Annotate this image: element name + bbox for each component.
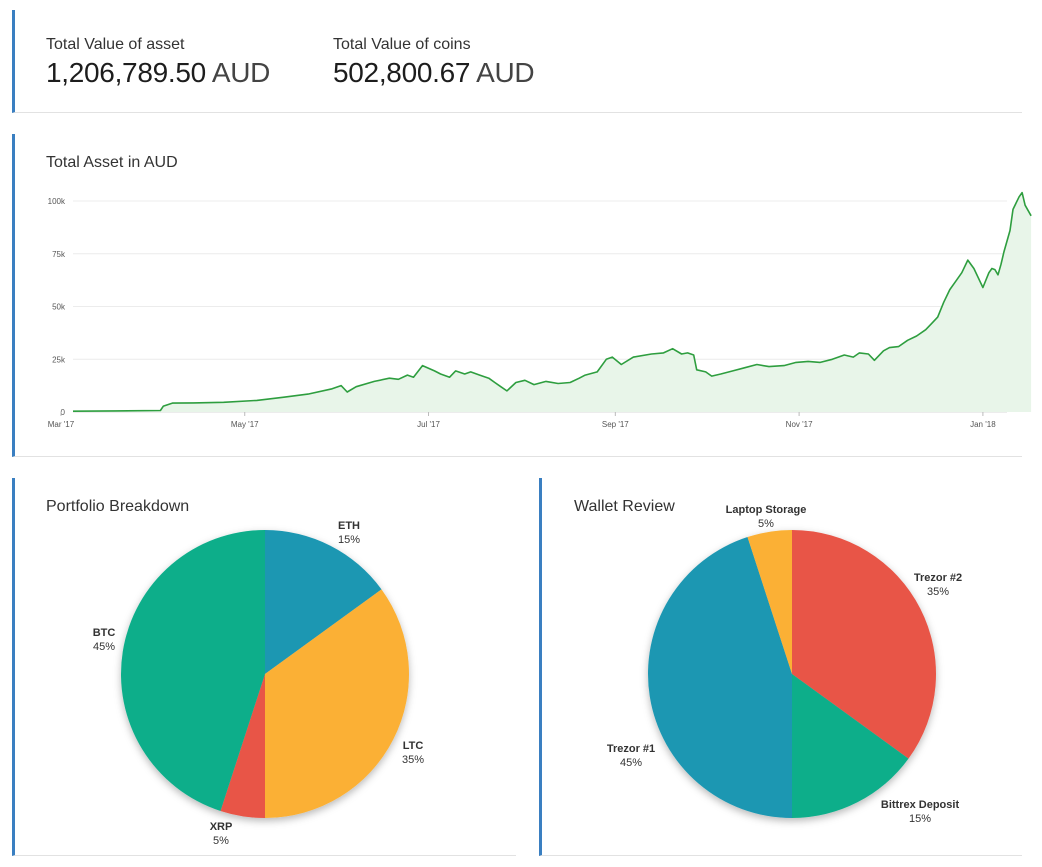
pie-value-label: 5% (213, 835, 229, 847)
totals-card: Total Value of asset 1,206,789.50 AUD Tot… (12, 10, 1022, 113)
total-coins-unit: AUD (476, 57, 535, 88)
asset-line-chart[interactable]: 0 25k 50k 75k 100k Mar '17 May '17 Jul '17 Sep '… (15, 134, 1032, 456)
asset-area-fill (73, 192, 1032, 412)
asset-series-line[interactable] (72, 191, 1032, 412)
pie-label: Laptop Storage (726, 504, 807, 516)
pie-slice-trezor-1[interactable] (648, 537, 792, 818)
y-tick-label: 25k (52, 355, 66, 364)
asset-chart-card: Total Asset in AUD 0 25k 50k 75k 100k Mar '17… (12, 134, 1032, 457)
pie-slice-ltc[interactable] (265, 589, 410, 818)
total-asset-unit: AUD (211, 57, 271, 88)
portfolio-pie-chart[interactable]: ETH 15% LTC 35% XRP 5% BTC 45% (15, 478, 516, 855)
pie-slice-xrp[interactable] (220, 674, 266, 818)
y-tick-label: 100k (48, 197, 66, 206)
pie-slice-eth[interactable] (265, 530, 382, 674)
pie-label: BTC (93, 627, 116, 639)
x-tick-label: Nov '17 (786, 420, 813, 429)
y-tick-label: 75k (52, 250, 66, 259)
pie-label: Trezor #2 (914, 572, 962, 584)
pie-value-label: 45% (620, 757, 642, 769)
pie-value-label: 35% (402, 754, 424, 766)
pie-value-label: 35% (927, 586, 949, 598)
pie-slice-bittrex-deposit[interactable] (792, 674, 909, 818)
asset-chart-title: Total Asset in AUD (46, 154, 178, 171)
total-asset-label: Total Value of asset (46, 36, 185, 53)
y-tick-label: 0 (61, 408, 66, 417)
x-tick-label: Jan '18 (970, 420, 996, 429)
total-coins-stat: Total Value of coins 502,800.67 AUD (333, 36, 535, 90)
pie-slices (648, 530, 937, 818)
total-coins-number: 502,800.67 (333, 57, 471, 88)
pie-slice-laptop-storage[interactable] (747, 530, 793, 674)
total-coins-label: Total Value of coins (333, 36, 471, 53)
pie-value-label: 15% (909, 813, 931, 825)
y-tick-label: 50k (52, 303, 66, 312)
portfolio-card: Portfolio Breakdown ETH 15% LTC 35% XRP 5% BTC… (12, 478, 516, 856)
pie-label: Bittrex Deposit (881, 799, 960, 811)
total-coins-value: 502,800.67 AUD (333, 56, 535, 90)
total-asset-number: 1,206,789.50 (46, 57, 206, 88)
pie-label: LTC (403, 740, 424, 752)
pie-slice-btc[interactable] (121, 530, 265, 811)
wallet-pie-chart[interactable]: Trezor #2 35% Bittrex Deposit 15% Trezor #1 4… (542, 478, 1022, 855)
pie-value-label: 15% (338, 534, 360, 546)
x-tick-label: Mar '17 (48, 420, 75, 429)
total-asset-stat: Total Value of asset 1,206,789.50 AUD (46, 36, 270, 90)
x-tick-label: May '17 (231, 420, 259, 429)
x-tick-label: Jul '17 (417, 420, 440, 429)
pie-value-label: 5% (758, 518, 774, 530)
portfolio-title: Portfolio Breakdown (46, 498, 190, 515)
pie-slices (121, 530, 410, 818)
total-asset-value: 1,206,789.50 AUD (46, 56, 270, 90)
pie-slice-trezor-2[interactable] (792, 530, 937, 759)
pie-value-label: 45% (93, 641, 115, 653)
wallet-card: Wallet Review Trezor #2 35% Bittrex Deposi… (539, 478, 1022, 856)
pie-label: ETH (338, 520, 360, 532)
pie-label: Trezor #1 (607, 743, 655, 755)
pie-label: XRP (210, 821, 233, 833)
x-tick-label: Sep '17 (602, 420, 629, 429)
wallet-title: Wallet Review (574, 498, 675, 515)
